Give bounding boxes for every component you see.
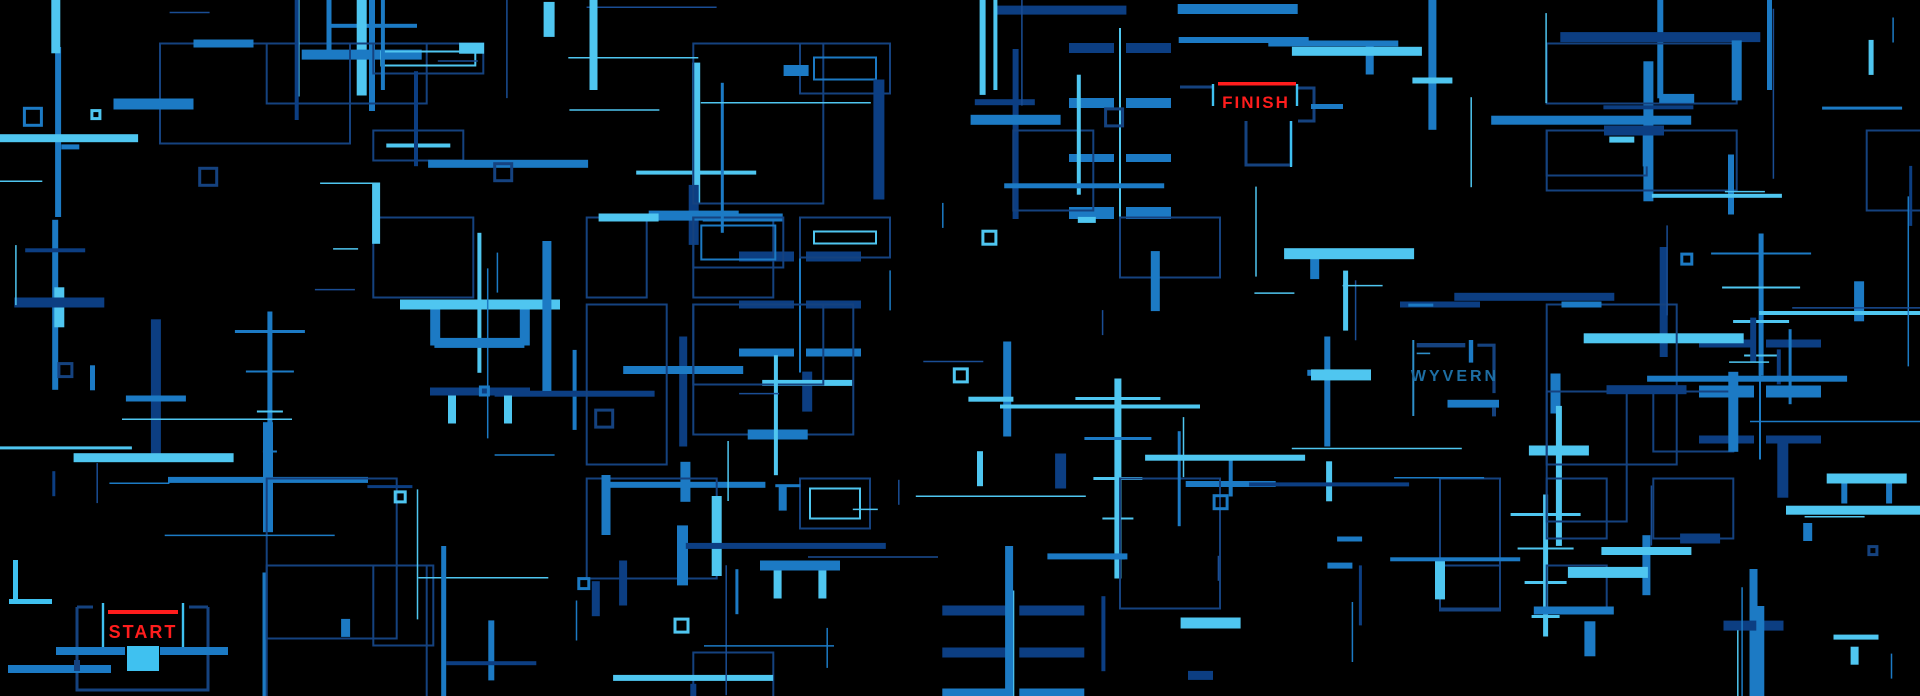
svg-text:WYVERN: WYVERN (1411, 368, 1499, 385)
svg-text:START: START (109, 622, 178, 642)
svg-text:FINISH: FINISH (1222, 93, 1290, 112)
